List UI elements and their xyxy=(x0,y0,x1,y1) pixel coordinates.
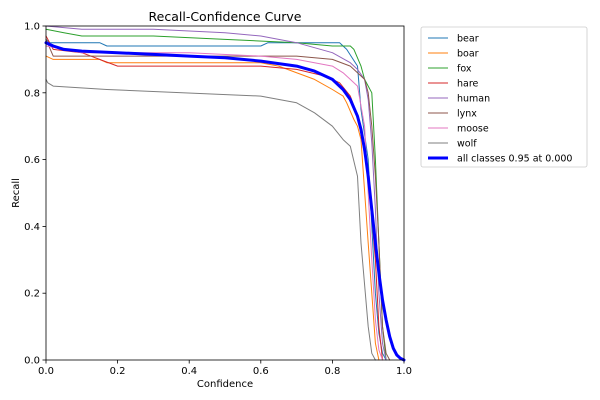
legend-label: human xyxy=(457,94,490,105)
y-tick-label: 0.2 xyxy=(24,289,40,300)
y-tick-label: 1.0 xyxy=(24,22,40,33)
y-axis-ticks: 0.0 0.2 0.4 0.6 0.8 1.0 xyxy=(24,22,46,367)
x-tick-label: 0.2 xyxy=(110,366,126,377)
x-tick-label: 0.8 xyxy=(324,366,340,377)
legend-label: hare xyxy=(457,79,479,90)
legend-label: boar xyxy=(457,49,479,60)
chart-title: Recall-Confidence Curve xyxy=(149,9,302,24)
y-tick-label: 0.8 xyxy=(24,88,40,99)
x-tick-label: 0.0 xyxy=(38,366,54,377)
plot-frame xyxy=(45,25,405,361)
legend: bear boar fox hare human lynx moose wolf all cla… xyxy=(420,26,588,168)
x-axis-ticks: 0.0 0.2 0.4 0.6 0.8 1.0 xyxy=(38,360,412,377)
y-axis-label: Recall xyxy=(11,178,22,208)
legend-label: lynx xyxy=(457,109,477,120)
x-tick-label: 1.0 xyxy=(396,366,412,377)
series-layer xyxy=(44,25,406,362)
legend-label: wolf xyxy=(457,139,477,150)
x-tick-label: 0.4 xyxy=(181,366,197,377)
series-line-7 xyxy=(45,78,376,361)
series-line-8 xyxy=(44,41,406,362)
x-axis-label: Confidence xyxy=(197,379,253,390)
y-tick-label: 0.6 xyxy=(24,155,40,166)
legend-label: all classes 0.95 at 0.000 xyxy=(457,154,572,165)
legend-frame xyxy=(420,26,588,168)
y-tick-label: 0.0 xyxy=(24,356,40,367)
plot-area xyxy=(46,26,404,360)
series-line-2 xyxy=(45,28,387,361)
legend-items: bear boar fox hare human lynx moose wolf all cla… xyxy=(428,34,572,165)
legend-label: moose xyxy=(457,124,489,135)
legend-label: bear xyxy=(457,34,479,45)
x-tick-label: 0.6 xyxy=(253,366,269,377)
series-line-0 xyxy=(45,38,387,361)
y-tick-label: 0.4 xyxy=(24,222,40,233)
legend-label: fox xyxy=(457,64,472,75)
